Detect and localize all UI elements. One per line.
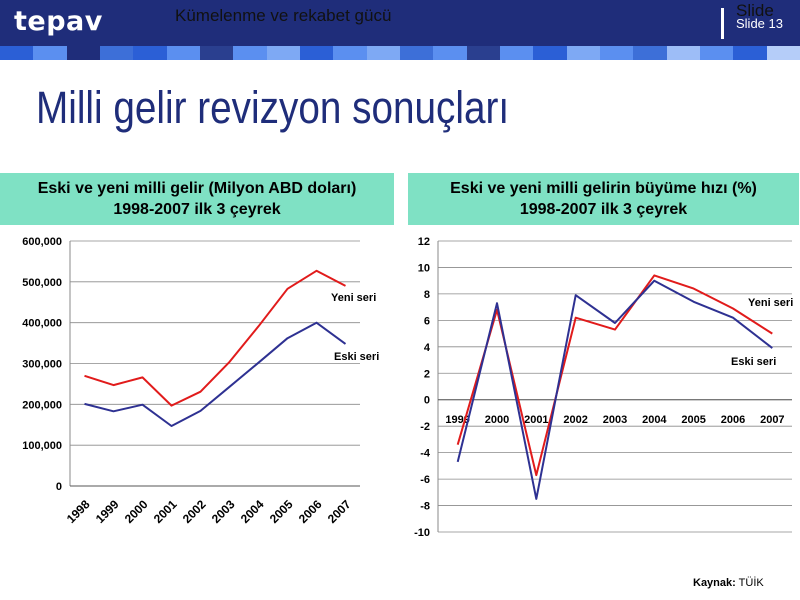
chart1-series-line-yeni — [84, 269, 346, 407]
chart2-xtick-label: 2006 — [721, 414, 745, 426]
chart1-xtick-label: 2001 — [151, 497, 180, 526]
chart1-ytick-label: 400,000 — [22, 318, 62, 330]
chart1-series-line-eski — [84, 321, 347, 427]
chart2-ytick-label: 12 — [418, 236, 430, 248]
chart1-ytick-label: 0 — [56, 481, 62, 493]
chart2-ytick-label: -8 — [420, 501, 430, 513]
chart1-ytick-label: 300,000 — [22, 359, 62, 371]
chart2-ytick-label: -4 — [420, 448, 431, 460]
chart1-ytick-label: 500,000 — [22, 277, 62, 289]
header-divider — [721, 8, 724, 39]
chart1-ytick-label: 200,000 — [22, 399, 62, 411]
chart2-ytick-label: 10 — [418, 262, 430, 274]
chart2-series-label: Yeni seri — [748, 297, 793, 309]
chart2-xtick-label: 2000 — [485, 414, 509, 426]
chart1-xtick-label: 1999 — [93, 497, 122, 526]
page-title: Milli gelir revizyon sonuçları — [36, 82, 510, 133]
chart1-title-panel: Eski ve yeni milli gelir (Milyon ABD dol… — [0, 173, 394, 225]
chart2-ytick-label: 0 — [424, 395, 430, 407]
chart1-subtitle: 1998-2007 ilk 3 çeyrek — [113, 201, 281, 218]
chart2-ytick-label: -6 — [420, 474, 430, 486]
chart2-xtick-label: 2001 — [524, 414, 548, 426]
chart2-series-line-eski — [456, 279, 773, 500]
chart1-title: Eski ve yeni milli gelir (Milyon ABD dol… — [37, 180, 357, 197]
chart2-title-panel: Eski ve yeni milli gelirin büyüme hızı (… — [408, 173, 799, 225]
chart2-ytick-label: -2 — [420, 421, 430, 433]
chart1-xtick-label: 2003 — [209, 497, 238, 526]
source-label: Kaynak: — [693, 577, 736, 589]
chart1-xtick-label: 2000 — [122, 497, 151, 526]
chart2-series-line-yeni — [456, 274, 773, 477]
decorative-stripe — [0, 46, 800, 60]
presentation-topic: Kümelenme ve rekabet gücü — [175, 6, 392, 25]
chart1-xtick-label: 2006 — [296, 497, 325, 526]
chart2-xtick-label: 2004 — [642, 414, 667, 426]
chart2-ytick-label: 6 — [424, 315, 430, 327]
slide-number: Slide 13 — [736, 16, 783, 31]
chart2-ytick-label: -10 — [414, 527, 430, 539]
chart1-ytick-label: 600,000 — [22, 236, 62, 248]
chart2-ytick-label: 4 — [424, 342, 431, 354]
chart1-xtick-label: 2007 — [325, 497, 354, 526]
national-income-chart: 0 100,000 200,000 300,000 400,000 500,000 600,… — [22, 236, 379, 526]
chart2-ytick-label: 2 — [424, 368, 430, 380]
chart2-xtick-label: 2007 — [760, 414, 784, 426]
chart2-subtitle: 1998-2007 ilk 3 çeyrek — [519, 201, 688, 218]
chart1-xtick-label: 1998 — [64, 497, 93, 526]
chart2-xtick-label: 2005 — [681, 414, 705, 426]
slide-word: Slide — [736, 1, 774, 20]
chart1-series-label: Yeni seri — [331, 292, 376, 304]
chart1-xtick-label: 2004 — [238, 497, 267, 526]
chart1-xtick-label: 2002 — [180, 497, 209, 526]
chart2-xtick-label: 2003 — [603, 414, 627, 426]
tepav-logo: tepav — [14, 6, 103, 37]
source-value: TÜİK — [738, 577, 764, 589]
chart1-xtick-label: 2005 — [267, 497, 296, 526]
header-bar: tepav Kümelenme ve rekabet gücü Slide Sl… — [0, 0, 800, 46]
chart2-series-label: Eski seri — [731, 356, 776, 368]
chart1-series-label: Eski seri — [334, 351, 379, 363]
chart1-ytick-label: 100,000 — [22, 440, 62, 452]
chart2-xtick-label: 2002 — [563, 414, 587, 426]
chart2-ytick-label: 8 — [424, 289, 430, 301]
source-note: Kaynak: TÜİK — [693, 577, 764, 589]
chart2-title: Eski ve yeni milli gelirin büyüme hızı (… — [450, 180, 757, 197]
